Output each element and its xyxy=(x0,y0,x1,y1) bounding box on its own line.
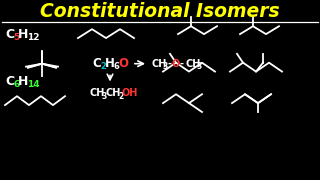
Text: 6: 6 xyxy=(113,62,119,71)
Text: O: O xyxy=(172,59,180,69)
Text: C: C xyxy=(5,75,14,88)
Text: O: O xyxy=(118,57,128,70)
Text: 6: 6 xyxy=(13,80,19,89)
Text: C: C xyxy=(92,57,101,70)
Text: 2: 2 xyxy=(118,92,123,101)
Text: 2: 2 xyxy=(100,62,106,71)
Text: CH: CH xyxy=(185,59,200,69)
Text: 3: 3 xyxy=(197,62,202,71)
Text: CH: CH xyxy=(151,59,166,69)
Text: -: - xyxy=(167,59,171,69)
Text: 5: 5 xyxy=(13,33,19,42)
Text: CH: CH xyxy=(106,88,121,98)
Text: H: H xyxy=(105,57,115,70)
Text: C: C xyxy=(5,28,14,41)
Text: 3: 3 xyxy=(102,92,107,101)
Text: 3: 3 xyxy=(163,62,168,71)
Text: H: H xyxy=(18,28,28,41)
Text: CH: CH xyxy=(90,88,105,98)
Text: 14: 14 xyxy=(27,80,40,89)
Text: H: H xyxy=(18,75,28,88)
Text: Constitutional Isomers: Constitutional Isomers xyxy=(40,2,280,21)
Text: OH: OH xyxy=(122,88,138,98)
Text: 12: 12 xyxy=(27,33,39,42)
Text: -: - xyxy=(180,59,184,69)
